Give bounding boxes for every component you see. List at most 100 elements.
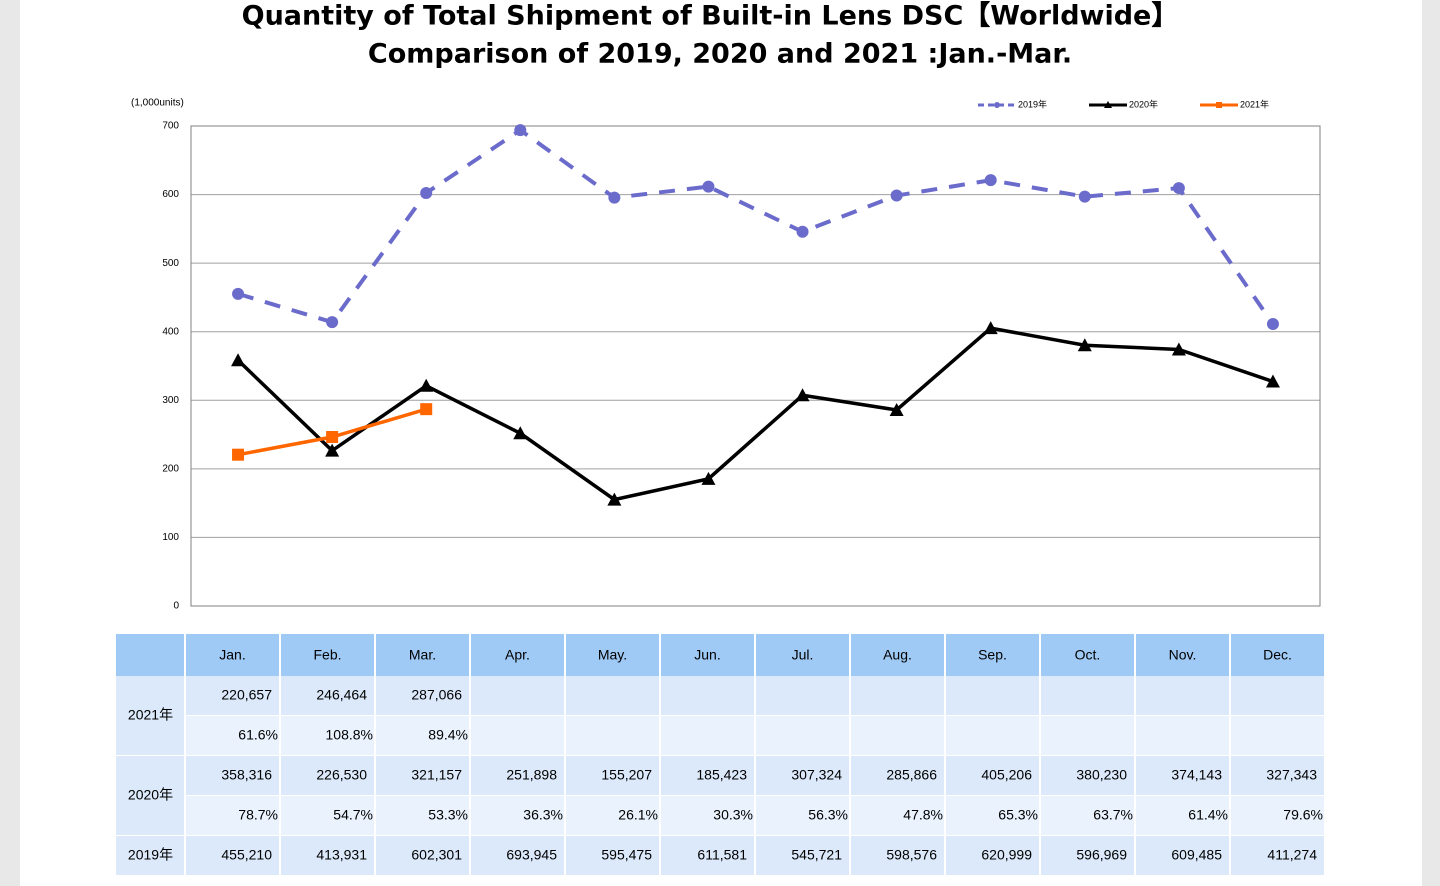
y-tick-label: 400	[162, 326, 179, 337]
table-cell: 411,274	[1267, 847, 1317, 863]
table-cell: 596,969	[1076, 847, 1127, 863]
marker	[796, 225, 809, 238]
table-cell: 79.6%	[1283, 807, 1323, 823]
table-header: Sep.	[978, 647, 1007, 663]
table-cell: 220,657	[221, 687, 272, 703]
marker	[420, 186, 433, 199]
table-header: Dec.	[1263, 647, 1292, 663]
marker	[701, 471, 716, 485]
table-cell: 54.7%	[333, 807, 373, 823]
table-cell: 620,999	[981, 847, 1032, 863]
table-cell: 65.3%	[998, 807, 1038, 823]
y-tick-label: 100	[162, 532, 179, 543]
marker	[607, 492, 622, 506]
table-cell: 287,066	[411, 687, 462, 703]
table-cell: 61.6%	[238, 727, 278, 743]
table-cell: 56.3%	[808, 807, 848, 823]
marker	[702, 180, 715, 193]
table-cell: 285,866	[886, 767, 937, 783]
chart-title: Quantity of Total Shipment of Built-in L…	[242, 1, 1179, 32]
y-axis-label: (1,000units)	[131, 98, 184, 109]
table-cell: 155,207	[601, 767, 652, 783]
table-cell: 246,464	[316, 687, 367, 703]
table-header: Feb.	[313, 647, 341, 663]
marker	[420, 403, 433, 416]
row-label: 2021年	[128, 707, 173, 723]
marker	[231, 353, 246, 367]
marker	[325, 443, 340, 457]
table-cell: 321,157	[411, 767, 462, 783]
table-header: Oct.	[1075, 647, 1101, 663]
table-header: Jul.	[792, 647, 814, 663]
marker	[889, 402, 904, 416]
row-label-bg	[116, 676, 185, 756]
table-cell: 374,143	[1171, 767, 1222, 783]
row-label-bg	[116, 836, 185, 876]
marker	[608, 191, 621, 204]
chart-subtitle: Comparison of 2019, 2020 and 2021 :Jan.-…	[368, 39, 1072, 70]
y-tick-label: 500	[162, 258, 179, 269]
table-cell: 358,316	[221, 767, 272, 783]
table-cell: 307,324	[791, 767, 842, 783]
table-header: Mar.	[409, 647, 436, 663]
table-cell: 595,475	[601, 847, 652, 863]
table-cell: 53.3%	[428, 807, 468, 823]
table-header: Apr.	[505, 647, 530, 663]
plot-border	[190, 125, 1321, 607]
marker	[514, 124, 527, 137]
marker	[984, 174, 997, 187]
marker	[232, 448, 245, 461]
y-tick-label: 300	[162, 395, 179, 406]
legend-label: 2021年	[1240, 98, 1269, 109]
table-cell: 609,485	[1171, 847, 1222, 863]
row-label: 2019年	[128, 847, 173, 863]
marker	[1266, 317, 1279, 330]
table-cell: 251,898	[506, 767, 557, 783]
marker	[326, 430, 339, 443]
table-cell: 693,945	[506, 847, 557, 863]
y-tick-label: 0	[173, 601, 179, 612]
table-header: Jan.	[219, 647, 245, 663]
series-line	[237, 127, 1275, 326]
table-cell: 61.4%	[1188, 807, 1228, 823]
y-tick-label: 700	[162, 121, 179, 132]
table-cell: 455,210	[221, 847, 272, 863]
marker	[795, 388, 810, 402]
table-cell: 226,530	[316, 767, 367, 783]
marker	[1104, 101, 1112, 108]
marker	[232, 287, 245, 300]
marker	[983, 321, 998, 335]
marker	[1172, 182, 1185, 195]
legend-label: 2020年	[1129, 98, 1158, 109]
row-label: 2020年	[128, 787, 173, 803]
table-cell: 26.1%	[618, 807, 658, 823]
table-cell: 405,206	[981, 767, 1032, 783]
table-cell: 327,343	[1266, 767, 1317, 783]
marker	[1078, 190, 1091, 203]
table-cell: 185,423	[696, 767, 747, 783]
marker	[326, 316, 339, 329]
marker	[1265, 374, 1280, 388]
table-header: Aug.	[883, 647, 912, 663]
table-cell: 380,230	[1076, 767, 1127, 783]
y-tick-label: 600	[162, 189, 179, 200]
table-cell: 413,931	[316, 847, 367, 863]
table-header: Nov.	[1169, 647, 1197, 663]
marker	[890, 189, 903, 202]
table-cell: 602,301	[411, 847, 462, 863]
table-cell: 598,576	[886, 847, 937, 863]
marker	[1171, 342, 1186, 356]
table-cell: 611,581	[697, 847, 747, 863]
table-cell: 108.8%	[326, 727, 373, 743]
table-cell: 545,721	[791, 847, 842, 863]
legend-label: 2019年	[1018, 98, 1047, 109]
y-tick-label: 200	[162, 463, 179, 474]
table-cell: 36.3%	[523, 807, 563, 823]
marker	[1077, 338, 1092, 352]
marker	[513, 426, 528, 440]
series-line	[236, 326, 1274, 502]
table-header-bg	[116, 634, 1325, 676]
marker	[1216, 102, 1222, 108]
